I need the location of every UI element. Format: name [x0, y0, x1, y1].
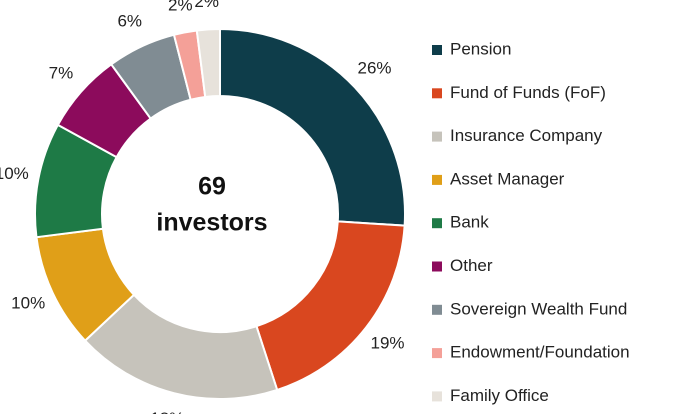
- data-label: 10%: [11, 294, 45, 313]
- center-label: investors: [156, 209, 267, 237]
- donut-segment: [219, 27, 406, 227]
- data-label: 18%: [150, 409, 184, 414]
- donut-segment: [255, 220, 406, 392]
- legend-swatch: [432, 131, 442, 142]
- legend-label: Sovereign Wealth Fund: [450, 299, 627, 318]
- data-label: 6%: [117, 12, 142, 31]
- legend-label: Endowment/Foundation: [450, 343, 630, 362]
- legend-label: Insurance Company: [450, 126, 603, 145]
- data-label: 26%: [358, 58, 392, 77]
- legend-swatch: [432, 45, 442, 55]
- legend-label: Fund of Funds (FoF): [450, 83, 606, 102]
- legend-swatch: [432, 348, 442, 359]
- legend-label: Bank: [450, 213, 489, 232]
- legend-label: Other: [450, 256, 493, 275]
- legend-swatch: [432, 261, 442, 272]
- data-label: 7%: [49, 63, 74, 82]
- legend-swatch: [432, 304, 442, 315]
- legend-label: Pension: [450, 39, 511, 58]
- data-label: 10%: [0, 164, 29, 183]
- legend-swatch: [432, 218, 442, 229]
- data-label: 19%: [370, 333, 404, 352]
- data-label: 2%: [194, 0, 219, 11]
- legend-swatch: [432, 88, 442, 99]
- data-label: 2%: [168, 0, 193, 14]
- legend-label: Asset Manager: [450, 169, 565, 188]
- legend-label: Family Office: [450, 386, 549, 405]
- legend-swatch: [432, 174, 442, 185]
- legend-swatch: [432, 391, 442, 402]
- center-number: 69: [198, 173, 226, 201]
- donut-segment: [195, 27, 221, 99]
